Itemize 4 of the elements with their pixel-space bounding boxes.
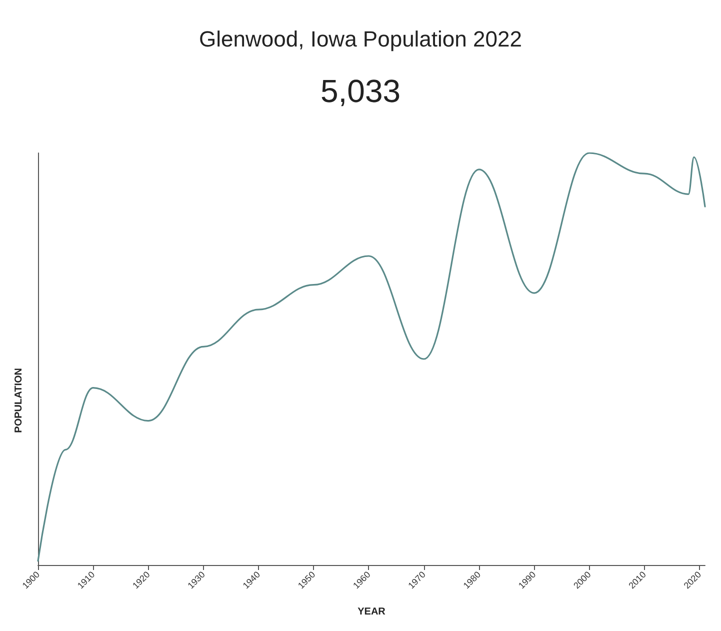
x-axis-title: YEAR bbox=[358, 606, 386, 618]
chart-title: Glenwood, Iowa Population 2022 bbox=[199, 26, 522, 52]
chart-subtitle: 5,033 bbox=[320, 73, 401, 109]
y-axis-title: POPULATION bbox=[14, 368, 24, 433]
